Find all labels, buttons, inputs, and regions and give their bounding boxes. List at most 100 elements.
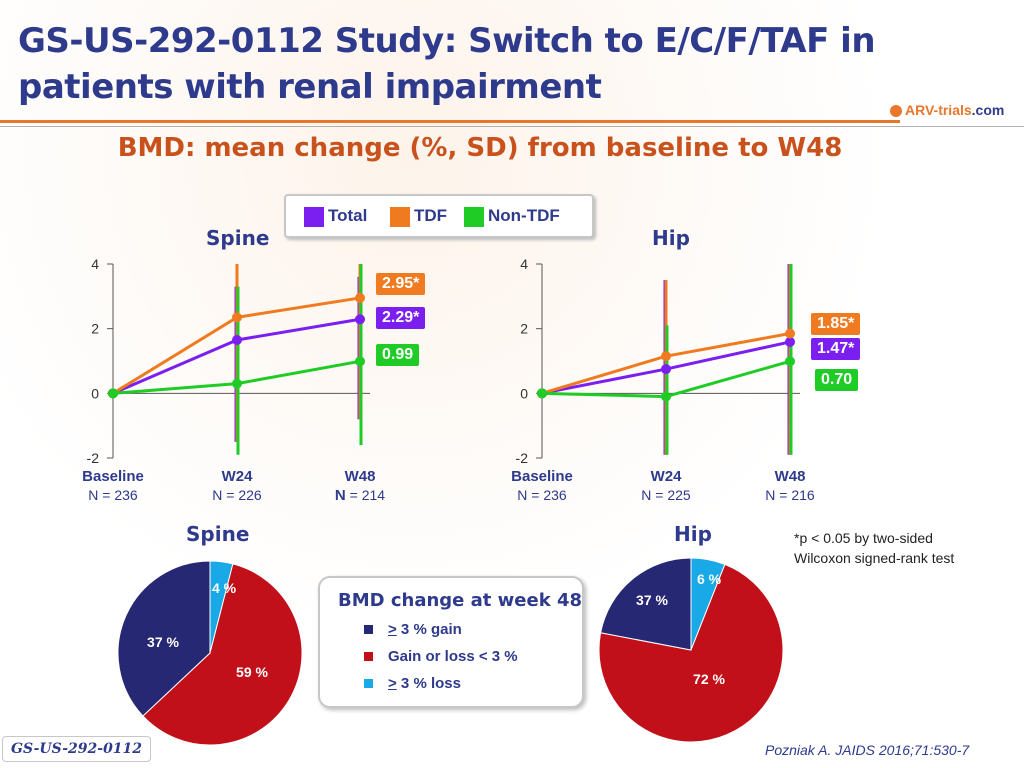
hip-pie-slice-gain	[600, 557, 692, 651]
spine-n-value: = 214	[345, 487, 386, 503]
legend-label-nontdf: Non-TDF	[488, 206, 560, 225]
spine-tdf-value-label: 2.95*	[376, 273, 426, 295]
spine-tdf-point	[232, 312, 242, 323]
hip-total-value-label: 1.47*	[811, 338, 861, 360]
line-charts: 4 2 0 -2 4 2 0 -2	[87, 256, 800, 466]
hip-total-point	[661, 364, 671, 375]
spine-total-point	[232, 334, 242, 345]
spine-line-title: Spine	[206, 226, 270, 250]
spine-n-value: 236	[114, 487, 138, 503]
spine-pie-label-gain: 37 %	[147, 634, 179, 650]
arv-trials-logo: ARV-trials.com	[890, 102, 1004, 118]
bmd-legend-loss-swatch	[364, 679, 373, 688]
spine-pie-label-loss: 4 %	[212, 580, 237, 596]
hip-pie-label-loss: 6 %	[697, 571, 722, 587]
hip-n-prefix: N =	[765, 487, 792, 503]
bmd-legend-loss-label: 3 % loss	[396, 675, 461, 692]
hip-x-label: W24 N = 225	[606, 467, 726, 504]
hip-tdf-point	[661, 351, 671, 362]
bmd-legend-gain-label: 3 % gain	[396, 621, 462, 638]
spine-nontdf-value-label: 0.99	[376, 344, 420, 366]
bmd-change-legend: BMD change at week 48 > 3 % gain Gain or…	[318, 576, 584, 708]
hip-pie-slice-stable	[598, 563, 784, 743]
legend-item-tdf: TDF	[390, 206, 447, 227]
hip-nontdf-value-label: 0.70	[815, 369, 859, 391]
bmd-legend-stable-label: Gain or loss < 3 %	[388, 648, 518, 665]
spine-pie-slice-gain	[117, 560, 211, 717]
hip-pie-label-gain: 37 %	[636, 592, 668, 608]
study-tag: GS-US-292-0112	[2, 736, 152, 762]
citation: Pozniak A. JAIDS 2016;71:530-7	[765, 742, 970, 758]
spine-n-prefix: N =	[212, 487, 239, 503]
significance-footnote: *p < 0.05 by two-sided Wilcoxon signed-r…	[794, 528, 954, 568]
hip-line-title: Hip	[652, 226, 690, 250]
bmd-legend-title: BMD change at week 48	[338, 590, 582, 611]
spine-total-value-label: 2.29*	[376, 307, 426, 329]
logo-suffix: .com	[971, 102, 1005, 118]
hip-n-value: 225	[667, 487, 691, 503]
hip-tdf-point	[785, 328, 795, 339]
spine-nontdf-point	[108, 388, 118, 399]
bmd-legend-gain-symbol: >	[388, 621, 397, 638]
hip-y-tick-label: -2	[516, 450, 529, 466]
legend-swatch-nontdf	[464, 206, 484, 227]
spine-y-tick-label: -2	[87, 450, 100, 466]
hip-pie-label-stable: 72 %	[693, 671, 725, 687]
hip-n-prefix: N =	[517, 487, 544, 503]
spine-x-category: W48	[344, 468, 376, 485]
spine-y-tick-label: 2	[91, 321, 99, 337]
legend-label-tdf: TDF	[414, 206, 448, 225]
spine-n-prefix: N =	[88, 487, 115, 503]
spine-n-value: 226	[238, 487, 262, 503]
hip-n-value: 236	[543, 487, 567, 503]
hip-y-tick-label: 0	[520, 385, 528, 401]
legend-label-total: Total	[328, 206, 368, 225]
legend-item-total: Total	[304, 206, 367, 227]
footnote-line-2: Wilcoxon signed-rank test	[794, 550, 955, 566]
hip-nontdf-point	[661, 391, 671, 402]
spine-y-tick-label: 0	[91, 385, 99, 401]
hip-total-point	[785, 336, 795, 347]
title-divider-gray	[0, 126, 1024, 127]
spine-nontdf-point	[232, 378, 242, 389]
bmd-legend-gain-swatch	[364, 625, 373, 634]
spine-y-tick-label: 4	[91, 256, 99, 272]
spine-x-label: W24 N = 226	[177, 467, 297, 504]
bmd-legend-loss-symbol: >	[388, 675, 397, 692]
hip-n-prefix: N =	[641, 487, 668, 503]
spine-tdf-point	[355, 292, 365, 303]
spine-pie-title: Spine	[186, 522, 250, 546]
spine-x-category: Baseline	[82, 468, 144, 485]
page-title: GS-US-292-0112 Study: Switch to E/C/F/TA…	[18, 21, 876, 107]
footnote-line-1: *p < 0.05 by two-sided	[794, 530, 933, 546]
logo-icon	[890, 105, 902, 118]
hip-x-category: W48	[774, 468, 806, 485]
spine-x-label: W48 N = 214	[300, 467, 420, 505]
legend-swatch-tdf	[390, 206, 410, 227]
title-divider-orange	[0, 120, 900, 123]
hip-x-label: Baseline N = 236	[482, 467, 602, 504]
legend-swatch-total	[304, 206, 324, 227]
spine-x-category: W24	[221, 468, 253, 485]
hip-y-tick-label: 2	[520, 321, 528, 337]
spine-n-prefix: N	[334, 487, 346, 504]
spine-x-label: Baseline N = 236	[53, 467, 173, 504]
spine-pie-slice-stable	[142, 563, 303, 746]
spine-pie-label-stable: 59 %	[236, 664, 268, 680]
hip-pie-title: Hip	[674, 522, 712, 546]
spine-nontdf-point	[355, 356, 365, 367]
hip-nontdf-point	[785, 356, 795, 367]
hip-x-category: Baseline	[511, 468, 573, 485]
logo-brand: ARV-trials	[905, 102, 972, 118]
hip-tdf-value-label: 1.85*	[811, 313, 861, 335]
chart-subtitle: BMD: mean change (%, SD) from baseline t…	[117, 133, 843, 163]
legend-item-nontdf: Non-TDF	[464, 206, 560, 227]
hip-nontdf-point	[537, 388, 547, 399]
bmd-legend-stable-swatch	[364, 652, 373, 661]
hip-x-label: W48 N = 216	[730, 467, 850, 504]
hip-x-category: W24	[650, 468, 682, 485]
hip-n-value: 216	[791, 487, 815, 503]
series-legend: Total TDF Non-TDF	[284, 194, 594, 238]
spine-total-point	[355, 314, 365, 325]
